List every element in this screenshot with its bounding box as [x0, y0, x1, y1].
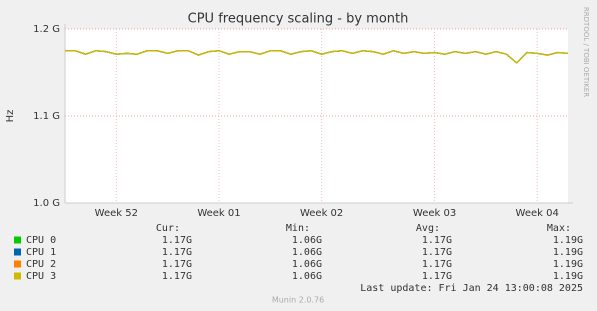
side-text: RRDTOOL / TOBI OETIKER: [582, 7, 590, 97]
x-tick-label: Week 52: [95, 208, 138, 219]
legend-value: 1.19G: [553, 271, 583, 282]
y-axis-label: Hz: [5, 110, 16, 123]
legend-value: 1.17G: [162, 259, 192, 270]
series-line: [65, 50, 569, 64]
legend-value: 1.06G: [292, 247, 322, 258]
legend-value: 1.17G: [422, 271, 452, 282]
legend-value: 1.19G: [553, 247, 583, 258]
legend-value: 1.17G: [422, 259, 452, 270]
legend-value: 1.19G: [553, 235, 583, 246]
x-tick-label: Week 04: [516, 208, 559, 219]
x-tick-label: Week 02: [300, 208, 343, 219]
legend-value: 1.06G: [292, 235, 322, 246]
legend-value: 1.06G: [292, 271, 322, 282]
legend-swatch: [14, 248, 21, 256]
legend-value: 1.17G: [422, 235, 452, 246]
legend-value: 1.06G: [292, 259, 322, 270]
legend-value: 1.17G: [422, 247, 452, 258]
last-update: Last update: Fri Jan 24 13:00:08 2025: [360, 283, 583, 294]
legend-swatch: [14, 236, 21, 244]
legend-value: 1.17G: [162, 235, 192, 246]
footer: Munin 2.0.76: [272, 296, 324, 305]
legend-header: Max:: [547, 223, 571, 234]
legend-value: 1.17G: [162, 247, 192, 258]
legend-value: 1.19G: [553, 259, 583, 270]
chart-title: CPU frequency scaling - by month: [188, 12, 409, 27]
legend-label: CPU 3: [26, 271, 56, 282]
legend-label: CPU 0: [26, 235, 56, 246]
legend-label: CPU 2: [26, 259, 56, 270]
legend-swatch: [14, 272, 21, 280]
legend-label: CPU 1: [26, 247, 56, 258]
y-tick-label: 1.0 G: [33, 198, 60, 209]
legend-header: Min:: [286, 223, 310, 234]
legend-swatch: [14, 260, 21, 268]
legend-header: Cur:: [156, 223, 180, 234]
y-tick-label: 1.1 G: [33, 111, 60, 122]
plot-area: [65, 29, 568, 203]
x-tick-label: Week 01: [197, 208, 240, 219]
legend-header: Avg:: [416, 223, 440, 234]
x-tick-label: Week 03: [413, 208, 456, 219]
y-tick-label: 1.2 G: [33, 24, 60, 35]
legend-value: 1.17G: [162, 271, 192, 282]
